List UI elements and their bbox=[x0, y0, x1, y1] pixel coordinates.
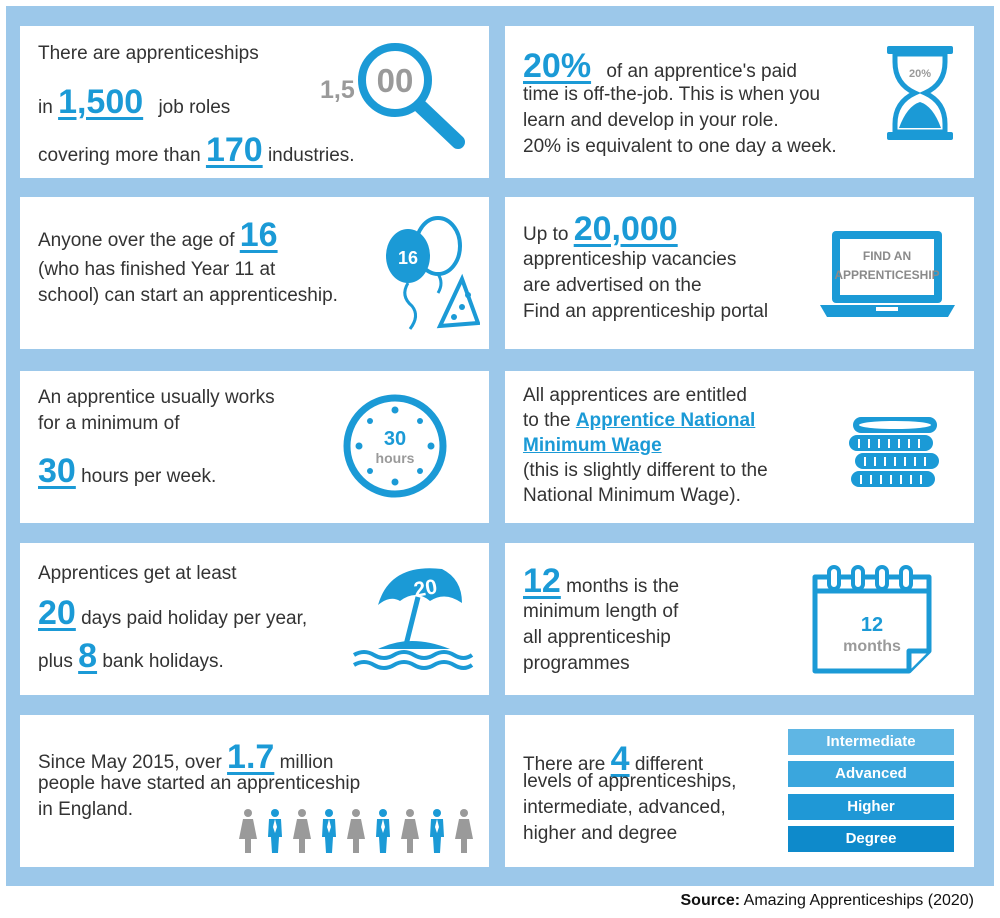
svg-text:months: months bbox=[843, 638, 901, 655]
vacancies-line3: are advertised on the bbox=[523, 275, 702, 296]
offjob-line2: time is off-the-job. This is when you bbox=[523, 84, 821, 105]
months-line1: 12 months is the bbox=[523, 562, 680, 600]
laptop-icon: FIND AN APPRENTICESHIP bbox=[820, 229, 955, 321]
started-number: 1.7 bbox=[227, 738, 275, 776]
card-off-the-job: 20% of an apprentice's paid time is off-… bbox=[505, 26, 974, 178]
months-line4: programmes bbox=[523, 653, 630, 674]
holiday-line3: plus 8 bank holidays. bbox=[38, 637, 224, 675]
roles-line3: covering more than 170 industries. bbox=[38, 131, 355, 169]
months-number: 12 bbox=[523, 562, 561, 600]
offjob-line4: 20% is equivalent to one day a week. bbox=[523, 136, 837, 157]
calendar-icon: 12 months bbox=[811, 565, 933, 675]
svg-text:20%: 20% bbox=[909, 68, 931, 80]
wage-line4: (this is slightly different to the bbox=[523, 460, 768, 481]
months-line3: all apprenticeship bbox=[523, 627, 671, 648]
started-line3: in England. bbox=[38, 799, 134, 820]
level-advanced: Advanced bbox=[788, 761, 954, 787]
levels-line3: intermediate, advanced, bbox=[523, 797, 726, 818]
svg-text:APPRENTICESHIP: APPRENTICESHIP bbox=[834, 268, 939, 282]
bank-holidays-number: 8 bbox=[78, 637, 98, 675]
vacancies-line2: apprenticeship vacancies bbox=[523, 249, 737, 270]
hours-number: 30 bbox=[38, 452, 76, 490]
card-age: Anyone over the age of 16 (who has finis… bbox=[20, 197, 489, 349]
industries-count: 170 bbox=[205, 131, 263, 169]
card-vacancies: Up to 20,000 apprenticeship vacancies ar… bbox=[505, 197, 974, 349]
svg-text:FIND AN: FIND AN bbox=[863, 249, 911, 263]
people-row-icon bbox=[236, 809, 481, 855]
age-line3: school) can start an apprenticeship. bbox=[38, 285, 338, 306]
age-line1: Anyone over the age of 16 bbox=[38, 216, 278, 254]
vacancies-line4: Find an apprenticeship portal bbox=[523, 301, 769, 322]
started-line1: Since May 2015, over 1.7 million bbox=[38, 738, 334, 776]
roles-line1: There are apprenticeships bbox=[38, 43, 259, 64]
roles-line2: in 1,500 job roles bbox=[38, 83, 231, 121]
coins-stack-icon bbox=[847, 409, 941, 491]
wage-line5: National Minimum Wage). bbox=[523, 485, 741, 506]
months-line2: minimum length of bbox=[523, 601, 679, 622]
svg-text:12: 12 bbox=[861, 614, 883, 636]
hours-line3: 30 hours per week. bbox=[38, 452, 217, 490]
balloon-party-hat-icon: 16 bbox=[380, 211, 481, 336]
card-months: 12 months is the minimum length of all a… bbox=[505, 543, 974, 695]
magnifier-icon: 1,5 00 bbox=[320, 38, 470, 158]
offjob-line1: 20% of an apprentice's paid bbox=[523, 47, 797, 85]
levels-line4: higher and degree bbox=[523, 823, 678, 844]
svg-text:1,5: 1,5 bbox=[320, 76, 355, 104]
apprentice-wage-link-line2[interactable]: Minimum Wage bbox=[523, 435, 662, 456]
offjob-percent: 20% bbox=[523, 47, 592, 85]
levels-line1: There are 4 different bbox=[523, 740, 704, 778]
hourglass-icon: 20% bbox=[885, 44, 955, 144]
holiday-line2: 20 days paid holiday per year, bbox=[38, 594, 308, 632]
offjob-line3: learn and develop in your role. bbox=[523, 110, 779, 131]
card-holiday: Apprentices get at least 20 days paid ho… bbox=[20, 543, 489, 695]
svg-text:16: 16 bbox=[398, 248, 418, 268]
age-line2: (who has finished Year 11 at bbox=[38, 259, 276, 280]
card-job-roles: There are apprenticeships in 1,500 job r… bbox=[20, 26, 489, 178]
card-hours: An apprentice usually works for a minimu… bbox=[20, 371, 489, 523]
levels-line2: levels of apprenticeships, bbox=[523, 771, 737, 792]
vacancies-number: 20,000 bbox=[573, 210, 678, 248]
wage-line1: All apprentices are entitled bbox=[523, 385, 747, 406]
levels-number: 4 bbox=[610, 740, 630, 778]
source-credit: Source: Amazing Apprenticeships (2020) bbox=[680, 892, 975, 909]
level-degree: Degree bbox=[788, 826, 954, 852]
age-number: 16 bbox=[239, 216, 278, 254]
level-intermediate: Intermediate bbox=[788, 729, 954, 755]
svg-text:hours: hours bbox=[376, 450, 415, 466]
started-line2: people have started an apprenticeship bbox=[38, 773, 361, 794]
wage-line2: to the Apprentice National bbox=[523, 410, 756, 431]
hours-line2: for a minimum of bbox=[38, 413, 180, 434]
card-minimum-wage: All apprentices are entitled to the Appr… bbox=[505, 371, 974, 523]
apprentice-wage-link[interactable]: Apprentice National bbox=[575, 410, 756, 431]
svg-text:30: 30 bbox=[384, 428, 406, 450]
holiday-days-number: 20 bbox=[38, 594, 76, 632]
vacancies-line1: Up to 20,000 bbox=[523, 210, 678, 248]
hours-line1: An apprentice usually works bbox=[38, 387, 275, 408]
holiday-line1: Apprentices get at least bbox=[38, 563, 237, 584]
svg-text:00: 00 bbox=[377, 62, 414, 99]
level-higher: Higher bbox=[788, 794, 954, 820]
roles-count: 1,500 bbox=[58, 83, 144, 121]
card-started: Since May 2015, over 1.7 million people … bbox=[20, 715, 489, 867]
clock-icon: 30 hours bbox=[342, 393, 448, 499]
beach-umbrella-icon: 20 bbox=[350, 561, 475, 671]
